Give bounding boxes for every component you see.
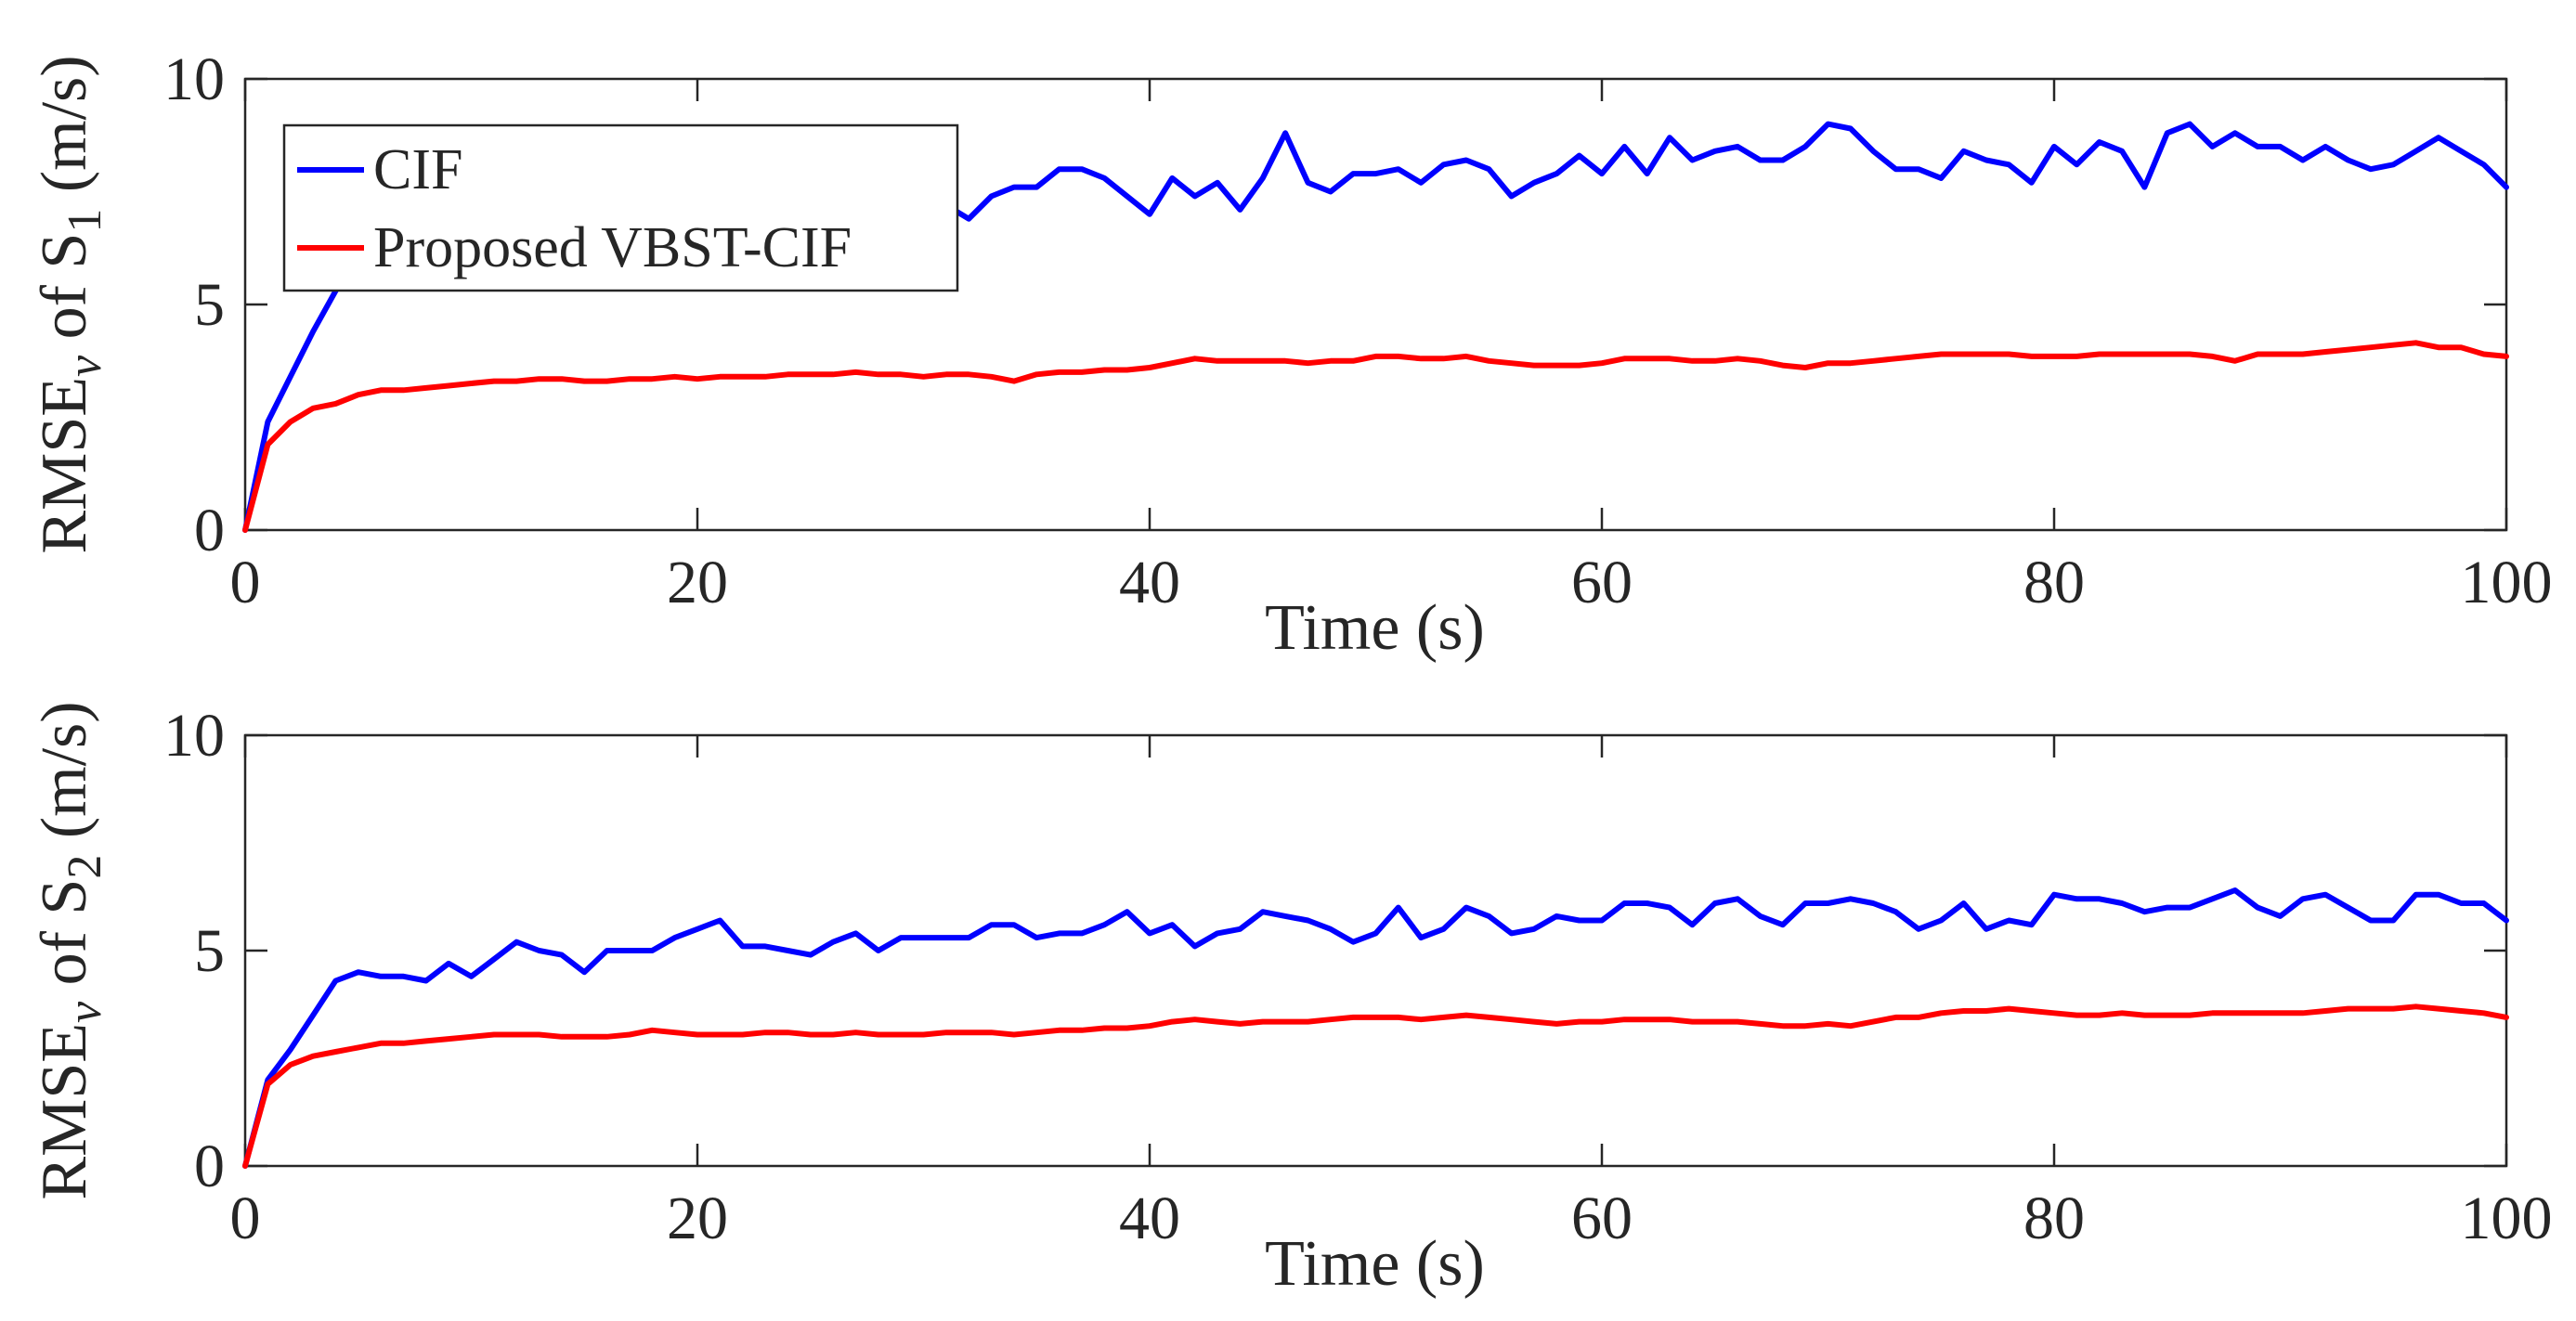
x-tick-label: 100 [2461,549,2553,616]
x-axis-label: Time (s) [1265,1228,1485,1300]
y-tick-label: 5 [194,271,225,339]
y-axis-label: RMSEv of S1 (m/s) [29,55,111,553]
x-tick-label: 40 [1119,1185,1180,1252]
x-tick-label: 80 [2023,549,2085,616]
x-tick-label: 100 [2461,1185,2553,1252]
series-line-proposed-vbst-cif [242,340,2509,533]
series-line-proposed-vbst-cif [242,1004,2509,1169]
y-tick-label: 0 [194,497,225,564]
x-tick-label: 0 [230,1185,261,1252]
chart-panel-1: 0 20 40 60 80 100 0 5 10 Time (s) RMSEv of S1 (m/s… [29,45,2553,664]
series-line-cif [242,887,2509,1169]
x-tick-label: 60 [1571,1185,1633,1252]
y-tick-label: 0 [194,1133,225,1200]
legend-entry-label: Proposed VBST-CIF [373,216,852,279]
y-axis-label: RMSEv of S2 (m/s) [29,701,111,1199]
plot-area-frame [243,733,2508,1168]
x-tick-label: 20 [667,549,728,616]
x-axis-label: Time (s) [1265,592,1485,664]
chart-panel-2: 0 20 40 60 80 100 0 5 10 Time (s) RMSEv of S2 (m/s… [29,701,2553,1300]
y-tick-label: 5 [194,917,225,985]
x-tick-label: 20 [667,1185,728,1252]
legend-box [282,123,959,292]
y-tick-label: 10 [163,702,225,770]
legend: CIF Proposed VBST-CIF [282,123,959,292]
x-tick-label: 40 [1119,549,1180,616]
x-tick-label: 0 [230,549,261,616]
x-tick-label: 60 [1571,549,1633,616]
x-tick-label: 80 [2023,1185,2085,1252]
y-tick-label: 10 [163,45,225,113]
legend-entry-label: CIF [373,138,462,201]
